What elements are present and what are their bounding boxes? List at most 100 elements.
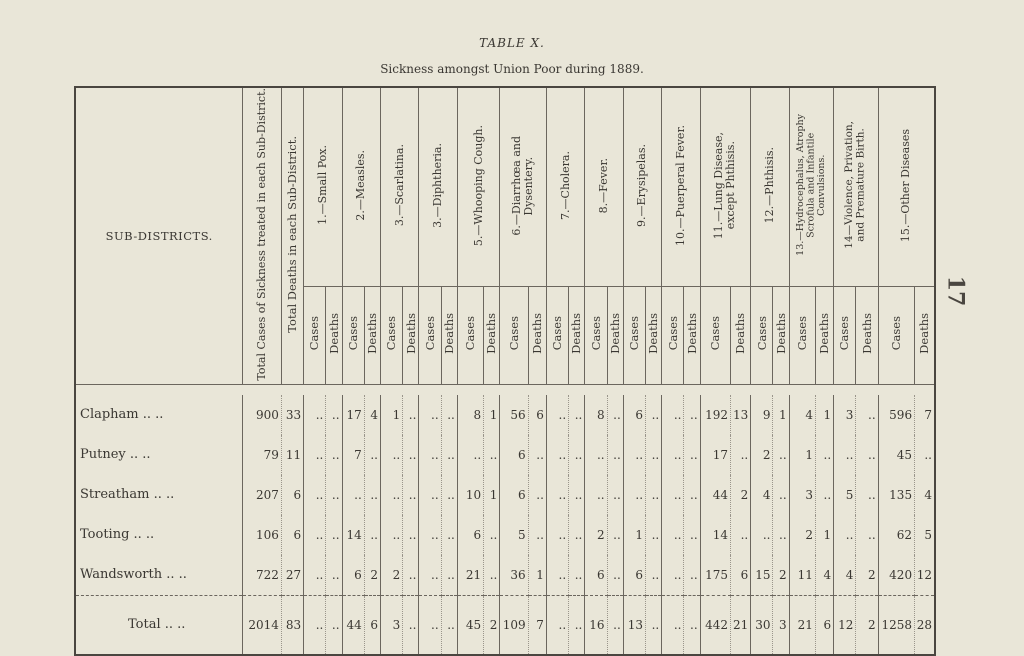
- table-cell: ..: [402, 514, 419, 555]
- header-disease: 9.—Erysipelas.: [622, 87, 663, 287]
- table-cell: 3: [788, 474, 816, 515]
- total-row: Total .. .. 2014 83.... 44 6 3...... 45 2 109 7..…: [75, 594, 935, 655]
- table-cell: 2: [788, 514, 816, 555]
- table-cell: ..: [363, 434, 381, 475]
- header-deaths: Deaths: [527, 286, 547, 385]
- table-cell: ..: [683, 514, 701, 555]
- table-cell: ..: [325, 474, 343, 515]
- table-cell: 6: [363, 594, 381, 655]
- table-cell: ..: [606, 434, 624, 475]
- header-cases: Cases: [699, 286, 731, 385]
- table-cell: ..: [545, 394, 569, 435]
- table-cell: 4: [363, 394, 381, 435]
- table-cell: ..: [402, 434, 419, 475]
- table-title: TABLE X.: [479, 36, 545, 50]
- header-cases: Cases: [303, 286, 327, 385]
- subdistrict-name: Total .. ..: [75, 594, 243, 655]
- header-cases: Cases: [456, 286, 485, 385]
- table-cell: ..: [418, 554, 442, 596]
- table-cell: ..: [568, 594, 585, 655]
- header-disease: 10.—Puerperal Fever.: [661, 87, 701, 287]
- table-cell: ..: [440, 434, 458, 475]
- table-cell: 4: [788, 394, 816, 435]
- table-cell: ..: [483, 514, 500, 555]
- table-cell: 7: [527, 594, 547, 655]
- table-cell: 12: [914, 554, 935, 596]
- header-disease: 14—Violence, Privation, and Premature Bi…: [833, 87, 879, 287]
- table-cell: ..: [855, 434, 879, 475]
- table-cell: ..: [645, 554, 662, 596]
- header-cases: Cases: [622, 286, 647, 385]
- table-cell: ..: [418, 514, 442, 555]
- subdistrict-name: Clapham .. ..: [80, 407, 164, 423]
- table-cell: ..: [440, 474, 458, 515]
- table-cell: 45: [877, 434, 915, 475]
- page-number: 17: [942, 275, 969, 307]
- header-cases: Cases: [788, 286, 816, 385]
- table-cell: ..: [772, 514, 790, 555]
- table-cell: 10: [456, 474, 484, 515]
- table-cell: 1: [483, 474, 500, 515]
- table-cell: 45: [456, 594, 484, 655]
- table-cell: ..: [379, 474, 403, 515]
- table-cell: 5: [499, 514, 529, 555]
- table-cell: ..: [325, 394, 343, 435]
- table-cell: ..: [545, 514, 569, 555]
- table-cell: ..: [303, 434, 326, 475]
- table-cell: 1: [814, 514, 834, 555]
- table-cell: ..: [914, 434, 935, 475]
- table-cell: ..: [772, 434, 790, 475]
- header-deaths: Deaths: [914, 286, 936, 385]
- table-cell: 5: [833, 474, 856, 515]
- table-cell: 13: [622, 594, 646, 655]
- header-deaths: Deaths: [483, 286, 501, 385]
- table-cell: ..: [833, 434, 856, 475]
- table-cell: 79: [242, 434, 282, 475]
- table-cell: ..: [303, 554, 326, 596]
- table-cell: 192: [699, 394, 731, 435]
- table-cell: 6: [499, 434, 529, 475]
- subdistrict-name: Putney .. ..: [80, 447, 151, 463]
- table-cell: ..: [303, 514, 326, 555]
- table-cell: 1: [379, 394, 403, 435]
- header-cases: Cases: [877, 286, 916, 385]
- header-cases: Cases: [341, 286, 365, 385]
- table-cell: ..: [645, 594, 662, 655]
- table-cell: 27: [280, 554, 304, 596]
- table-row: Streatham .. .. 207 6................ 10 1 6.…: [75, 474, 935, 515]
- table-cell: 2: [483, 594, 500, 655]
- table-cell: ..: [606, 554, 624, 596]
- table-cell: 44: [341, 594, 365, 655]
- table-cell: ..: [729, 434, 751, 475]
- header-deaths: Deaths: [568, 286, 586, 385]
- table-cell: ..: [645, 474, 662, 515]
- table-cell: 207: [242, 474, 282, 515]
- table-cell: ..: [402, 394, 419, 435]
- table-cell: ..: [341, 474, 365, 515]
- table-cell: ..: [661, 594, 684, 655]
- header-deaths: Deaths: [645, 286, 663, 385]
- table-cell: 17: [341, 394, 365, 435]
- table-cell: ..: [568, 394, 585, 435]
- table-cell: 15: [750, 554, 773, 596]
- table-cell: ..: [814, 474, 834, 515]
- table-cell: 6: [622, 554, 646, 596]
- table-cell: ..: [855, 474, 879, 515]
- table-cell: 6: [584, 554, 608, 596]
- table-subtitle: Sickness amongst Union Poor during 1889.: [380, 62, 644, 76]
- table-cell: 14: [341, 514, 365, 555]
- header-disease: 12.—Phthisis.: [750, 87, 790, 287]
- header-cases: Cases: [545, 286, 570, 385]
- table-cell: 135: [877, 474, 915, 515]
- table-cell: 6: [280, 474, 304, 515]
- table-cell: ..: [402, 594, 419, 655]
- table-cell: ..: [325, 594, 343, 655]
- table-cell: ..: [683, 394, 701, 435]
- table-cell: 4: [914, 474, 935, 515]
- table-cell: 62: [877, 514, 915, 555]
- table-cell: 11: [280, 434, 304, 475]
- table-cell: ..: [661, 434, 684, 475]
- table-cell: 3: [833, 394, 856, 435]
- subdistrict-name: Wandsworth .. ..: [80, 567, 187, 583]
- header-deaths: Deaths: [606, 286, 624, 385]
